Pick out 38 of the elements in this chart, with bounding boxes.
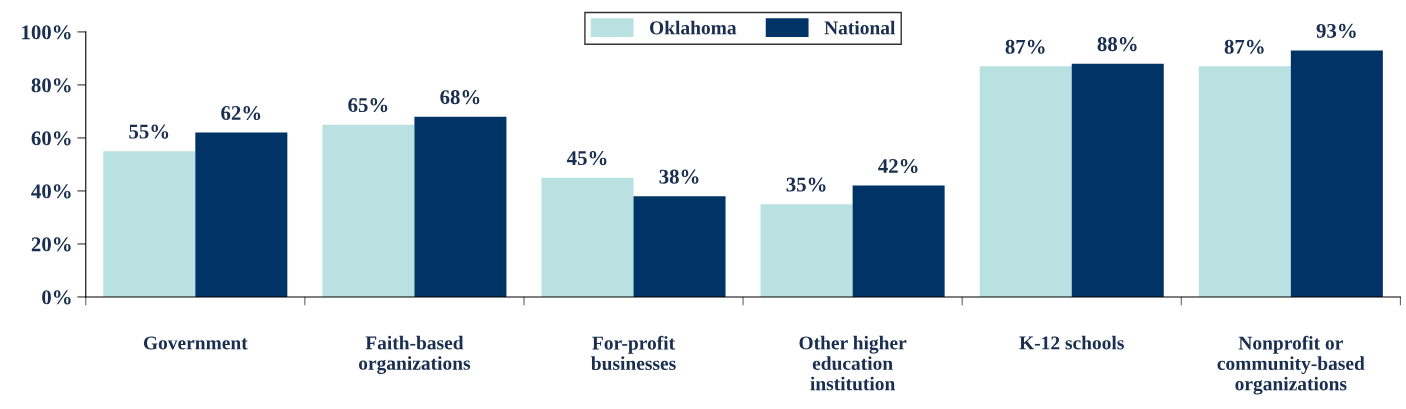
data-label: 35% [786, 177, 826, 192]
bar [1071, 63, 1164, 297]
bar [633, 196, 726, 297]
data-label: 88% [1097, 37, 1137, 52]
y-tick-label: 80% [31, 78, 71, 93]
legend-label: Oklahoma [650, 20, 737, 35]
legend-label: National [824, 20, 896, 35]
x-tick-label: Faith-based organizations [358, 335, 471, 374]
data-label: 65% [348, 98, 388, 113]
data-label: 42% [878, 159, 918, 174]
bar [541, 177, 634, 297]
bar [979, 66, 1072, 297]
bar [414, 116, 507, 297]
data-label: 87% [1005, 39, 1045, 54]
y-tick-label: 40% [31, 184, 71, 199]
y-tick-label: 20% [31, 237, 71, 252]
x-tick-label: Nonprofit or community-based organizations [1217, 335, 1365, 395]
y-tick-label: 100% [22, 25, 71, 40]
data-label: 68% [440, 90, 480, 105]
data-label: 55% [129, 124, 169, 139]
bar [103, 151, 196, 297]
x-tick-label: For-profit businesses [591, 335, 676, 371]
data-label: 87% [1224, 39, 1264, 54]
x-tick-label: K-12 schools [1019, 335, 1124, 350]
bar [852, 185, 945, 297]
bar [1290, 50, 1383, 297]
bar [322, 124, 415, 297]
y-tick-label: 0% [42, 290, 71, 305]
bar [760, 204, 853, 297]
data-label: 38% [659, 169, 699, 184]
bar [195, 132, 288, 297]
data-label: 93% [1316, 23, 1356, 38]
y-tick-label: 60% [31, 131, 71, 146]
x-tick-label: Other higher education institution [799, 335, 907, 391]
data-label: 62% [221, 105, 261, 121]
bar [1198, 66, 1291, 297]
x-tick-label: Government [143, 336, 248, 350]
data-label: 45% [566, 151, 607, 166]
